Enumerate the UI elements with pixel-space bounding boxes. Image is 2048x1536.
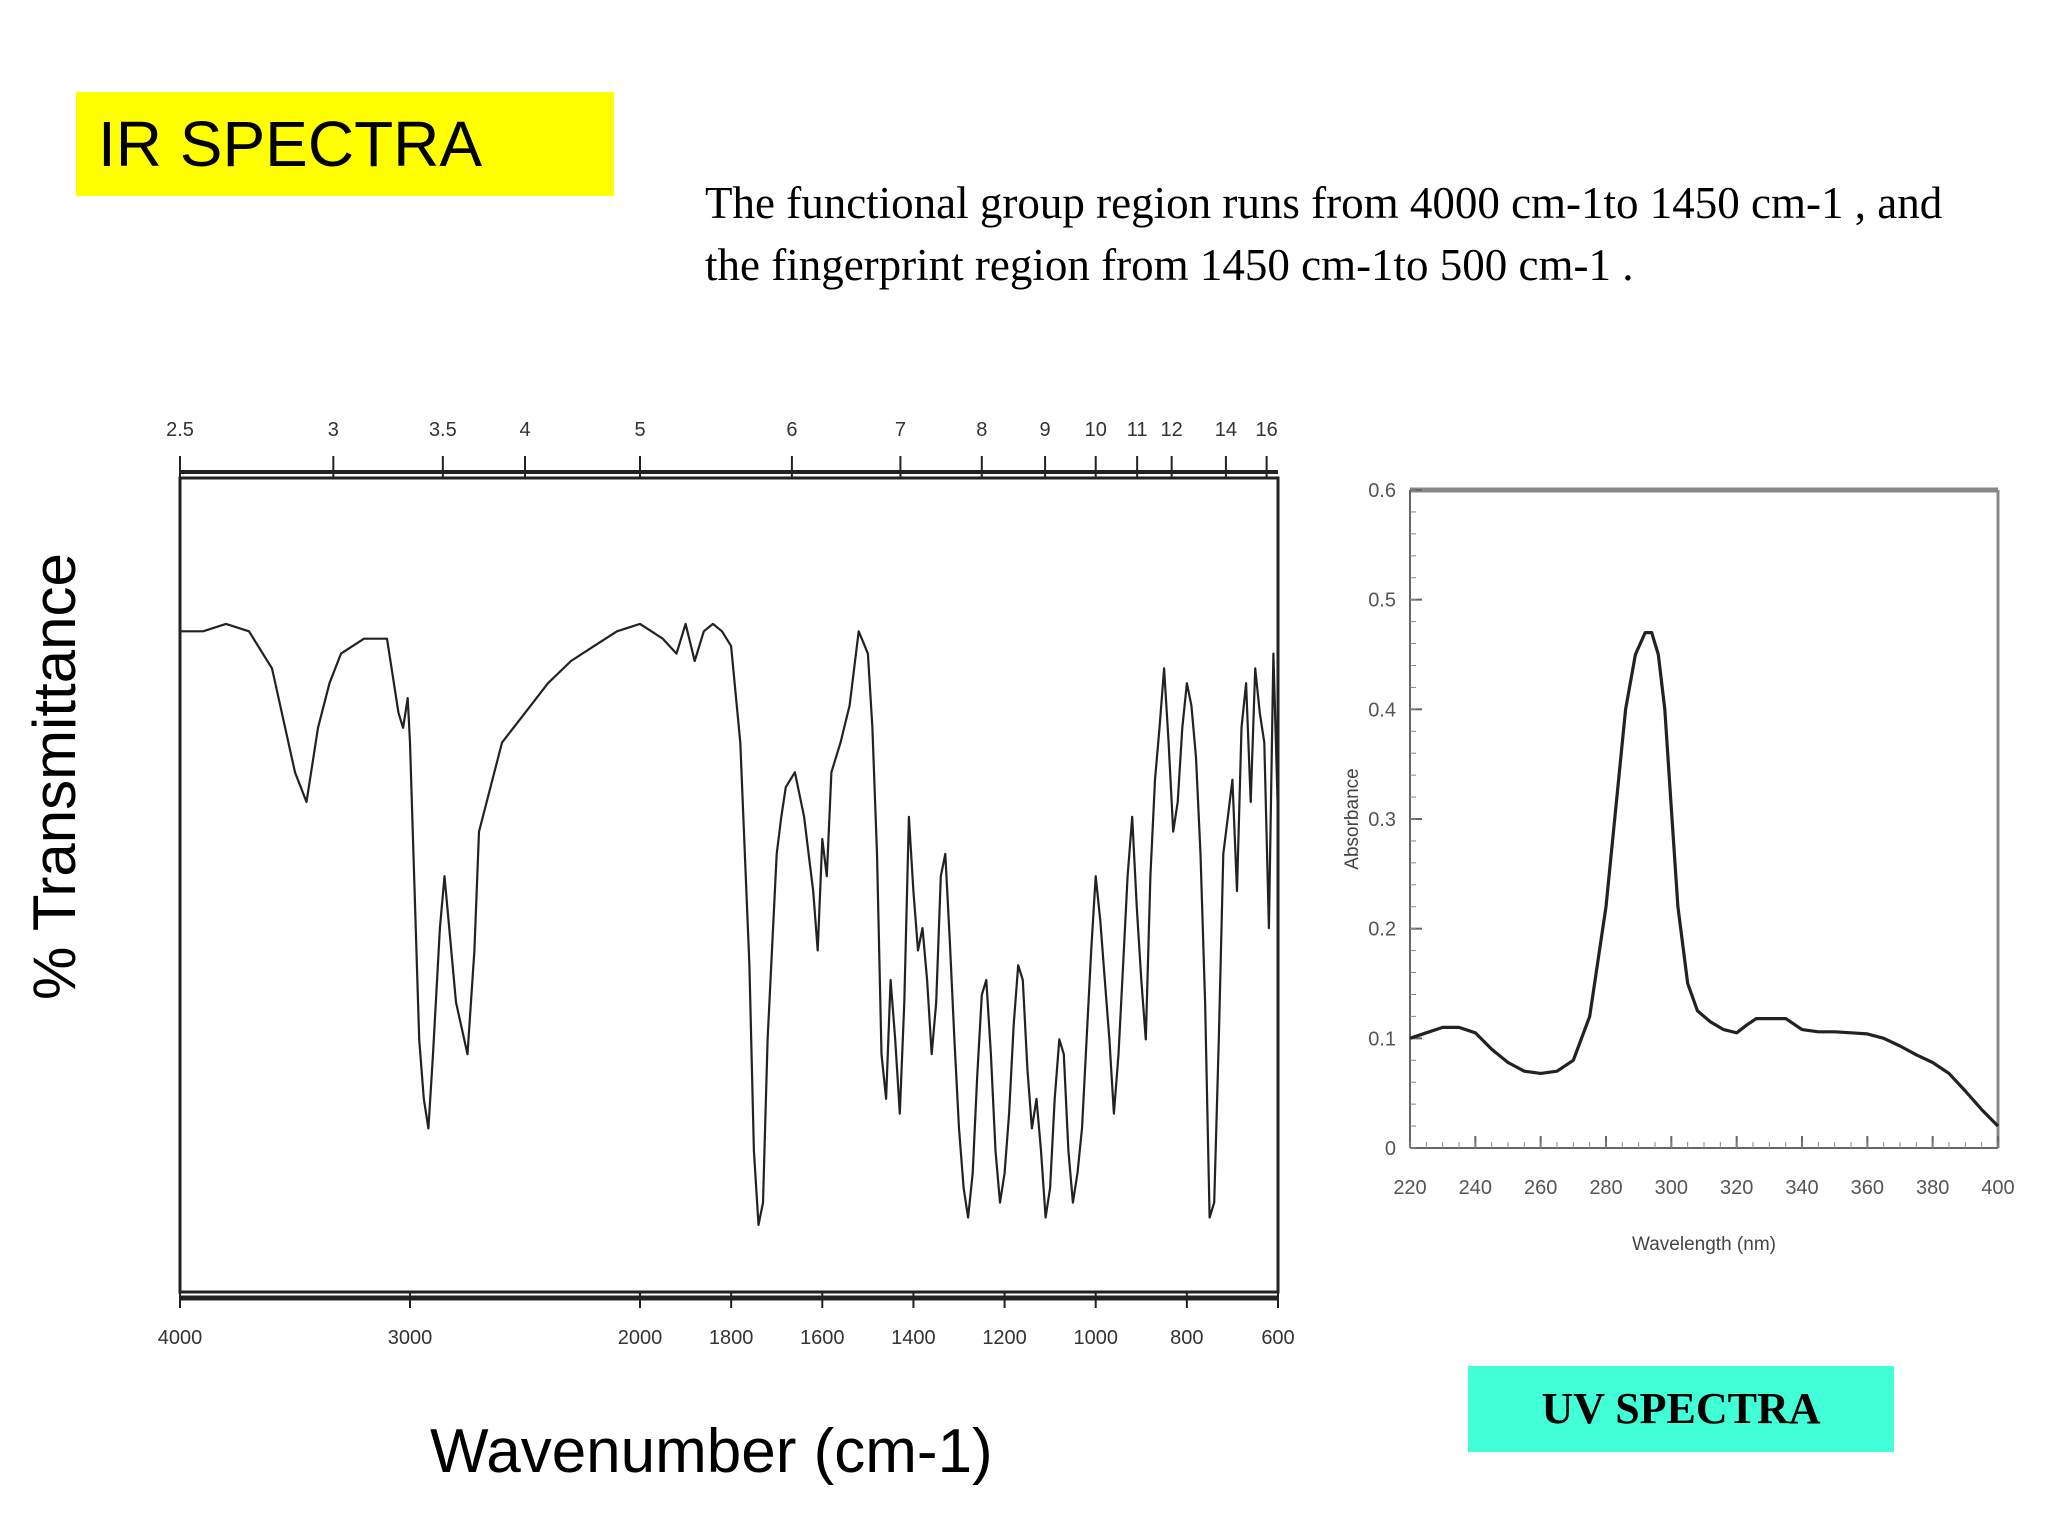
ir-plot-border — [178, 476, 1280, 1294]
uv-y-tick-label: 0.6 — [1368, 480, 1396, 502]
uv-x-tick-label: 240 — [1459, 1177, 1492, 1199]
ir-top-axis-ticks: 2.5 3 3.5 4 5 6 7 8 9 10 11 12 14 16 — [166, 419, 1278, 478]
uv-x-tick-label: 340 — [1785, 1177, 1818, 1199]
ir-y-axis-label: % Transmittance — [21, 553, 88, 1000]
ir-series-group — [180, 622, 1280, 1226]
uv-x-tick-label: 320 — [1720, 1177, 1753, 1199]
uv-spectra-label-box: UV SPECTRA — [1468, 1366, 1894, 1452]
ir-top-tick-label: 3.5 — [429, 419, 457, 441]
ir-series-line — [180, 622, 1280, 1226]
uv-y-axis-label: Absorbance — [1342, 768, 1363, 869]
ir-top-tick-label: 4 — [519, 419, 530, 441]
ir-top-tick-label: 16 — [1255, 419, 1277, 441]
uv-x-tick-label: 220 — [1393, 1177, 1426, 1199]
ir-top-tick-label: 2.5 — [166, 419, 194, 441]
ir-bottom-tick-label: 3000 — [388, 1327, 433, 1349]
ir-x-axis-label: Wavenumber (cm-1) — [430, 1417, 993, 1486]
ir-bottom-tick-label: 1000 — [1073, 1327, 1118, 1349]
page-title: IR SPECTRA — [98, 108, 483, 180]
ir-top-tick-label: 12 — [1161, 419, 1183, 441]
ir-bottom-tick-label: 2000 — [618, 1327, 663, 1349]
uv-x-tick-label: 380 — [1916, 1177, 1949, 1199]
ir-top-tick-label: 7 — [895, 419, 906, 441]
uv-y-tick-label: 0.2 — [1368, 919, 1396, 941]
ir-bottom-tick-label: 4000 — [158, 1327, 203, 1349]
description-text: The functional group region runs from 40… — [705, 178, 1943, 290]
uv-y-tick-label: 0 — [1385, 1138, 1396, 1160]
ir-top-tick-label: 3 — [328, 419, 339, 441]
uv-plot-frame — [1409, 487, 2000, 1149]
ir-bottom-tick-label: 1200 — [982, 1327, 1027, 1349]
ir-plot-frame — [178, 470, 1280, 1301]
ir-top-tick-label: 8 — [976, 419, 987, 441]
ir-top-tick-label: 5 — [634, 419, 645, 441]
uv-y-tick-label: 0.3 — [1368, 809, 1396, 831]
uv-y-tick-label: 0.5 — [1368, 590, 1396, 612]
ir-top-tick-label: 9 — [1040, 419, 1051, 441]
ir-bottom-tick-label: 1400 — [891, 1327, 936, 1349]
ir-top-tick-label: 14 — [1215, 419, 1237, 441]
uv-y-axis-ticks: 0 0.1 0.2 0.3 0.4 0.5 0.6 — [1368, 480, 1422, 1160]
title-box: IR SPECTRA — [76, 92, 614, 196]
ir-bottom-tick-label: 600 — [1261, 1327, 1294, 1349]
uv-x-tick-label: 360 — [1851, 1177, 1884, 1199]
uv-y-tick-label: 0.4 — [1368, 699, 1396, 721]
ir-top-tick-label: 10 — [1085, 419, 1107, 441]
uv-x-tick-label: 300 — [1655, 1177, 1688, 1199]
uv-x-axis-label: Wavelength (nm) — [1632, 1234, 1776, 1255]
uv-spectra-label: UV SPECTRA — [1541, 1384, 1821, 1433]
uv-series-line — [1409, 631, 2000, 1128]
ir-bottom-tick-label: 800 — [1170, 1327, 1203, 1349]
uv-x-axis-ticks: 220 240 260 280 300 320 340 360 380 400 — [1393, 1136, 2015, 1199]
ir-bottom-tick-label: 1600 — [800, 1327, 845, 1349]
uv-x-tick-label: 400 — [1981, 1177, 2014, 1199]
uv-x-tick-label: 280 — [1589, 1177, 1622, 1199]
uv-x-tick-label: 260 — [1524, 1177, 1557, 1199]
uv-y-tick-label: 0.1 — [1368, 1028, 1396, 1050]
ir-top-tick-label: 11 — [1127, 419, 1148, 441]
ir-top-tick-label: 6 — [786, 419, 797, 441]
ir-bottom-tick-label: 1800 — [709, 1327, 754, 1349]
ir-bottom-axis-ticks: 4000 3000 2000 1800 1600 1400 1200 1000 800 600 — [158, 1292, 1295, 1349]
uv-series-group — [1409, 631, 2000, 1128]
